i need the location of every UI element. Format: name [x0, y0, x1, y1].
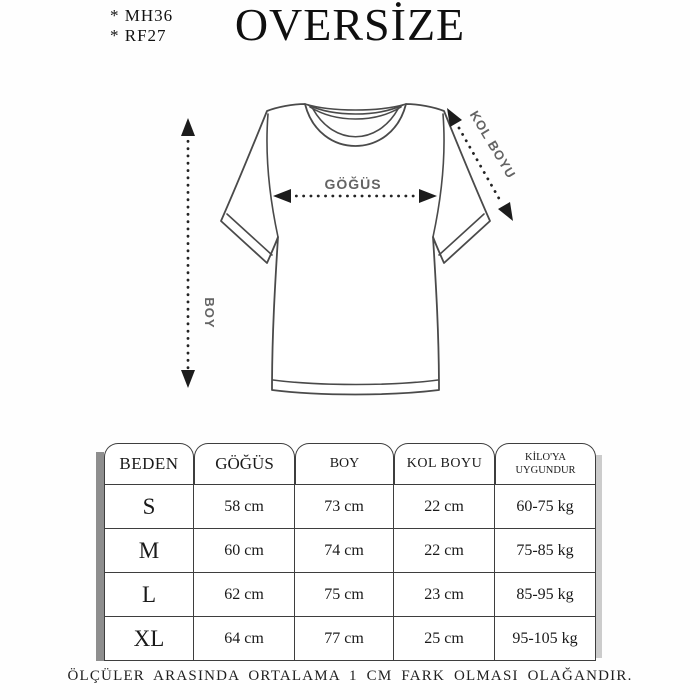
- sleeve-label: KOL BOYU: [467, 108, 519, 181]
- sleeve-arrow-line: [457, 126, 503, 204]
- collar-top-edge: [304, 103, 407, 111]
- product-code-line: * RF27: [110, 26, 167, 45]
- weight-cell: 85-95 kg: [495, 573, 596, 617]
- chest-arrowhead-left: [273, 189, 291, 203]
- size-cell: M: [104, 529, 194, 573]
- size-cell: S: [104, 484, 194, 529]
- chest-cell: 64 cm: [194, 617, 295, 661]
- hem-band: [272, 379, 439, 386]
- column-header-size: BEDEN: [104, 443, 194, 484]
- sleeve-arrowhead-bottom: [498, 202, 513, 221]
- sleeve-cell: 25 cm: [394, 617, 495, 661]
- collar-rib-line: [307, 104, 404, 115]
- sleeve-cell: 22 cm: [394, 529, 495, 573]
- collar-rib-line: [309, 106, 402, 120]
- column-header-weight: KİLO'YA UYGUNDUR: [495, 443, 596, 484]
- length-cell: 73 cm: [295, 484, 394, 529]
- product-code-line: * MH36: [110, 6, 174, 25]
- chest-cell: 62 cm: [194, 573, 295, 617]
- column-header-chest: GÖĞÜS: [194, 443, 295, 484]
- chest-label: GÖĞÜS: [324, 175, 381, 192]
- size-cell: L: [104, 573, 194, 617]
- chest-cell: 60 cm: [194, 529, 295, 573]
- product-codes: * MH36 * RF27: [110, 6, 173, 46]
- chest-cell: 58 cm: [194, 484, 295, 529]
- weight-cell: 60-75 kg: [495, 484, 596, 529]
- length-arrowhead-bottom: [181, 370, 195, 388]
- column-header-sleeve: KOL BOYU: [394, 443, 495, 484]
- length-arrowhead-top: [181, 118, 195, 136]
- length-cell: 77 cm: [295, 617, 394, 661]
- sleeve-cell: 22 cm: [394, 484, 495, 529]
- column-header-length: BOY: [295, 443, 394, 484]
- size-table-body: S 58 cm 73 cm 22 cm 60-75 kg M 60 cm 74 …: [104, 484, 596, 661]
- armhole-seam-right: [432, 113, 445, 238]
- sleeve-arrowhead-top: [447, 108, 462, 127]
- weight-cell: 75-85 kg: [495, 529, 596, 573]
- cuff-band-left: [226, 213, 273, 256]
- weight-cell: 95-105 kg: [495, 617, 596, 661]
- size-table-header: BEDEN GÖĞÜS BOY KOL BOYU KİLO'YA UYGUNDU…: [104, 443, 596, 484]
- size-cell: XL: [104, 617, 194, 661]
- tshirt-outline: [220, 103, 491, 396]
- page-title: OVERSİZE: [234, 0, 466, 50]
- length-cell: 75 cm: [295, 573, 394, 617]
- cuff-band-right: [438, 213, 485, 256]
- armhole-seam-left: [266, 113, 279, 238]
- tolerance-note: ÖLÇÜLER ARASINDA ORTALAMA 1 CM FARK OLMA…: [67, 668, 633, 684]
- length-label: BOY: [202, 297, 217, 328]
- length-cell: 74 cm: [295, 529, 394, 573]
- table-shadow-right: [596, 455, 602, 658]
- chest-arrowhead-right: [419, 189, 437, 203]
- sleeve-cell: 23 cm: [394, 573, 495, 617]
- table-shadow-left: [96, 452, 104, 661]
- collar-inner-line: [312, 108, 399, 138]
